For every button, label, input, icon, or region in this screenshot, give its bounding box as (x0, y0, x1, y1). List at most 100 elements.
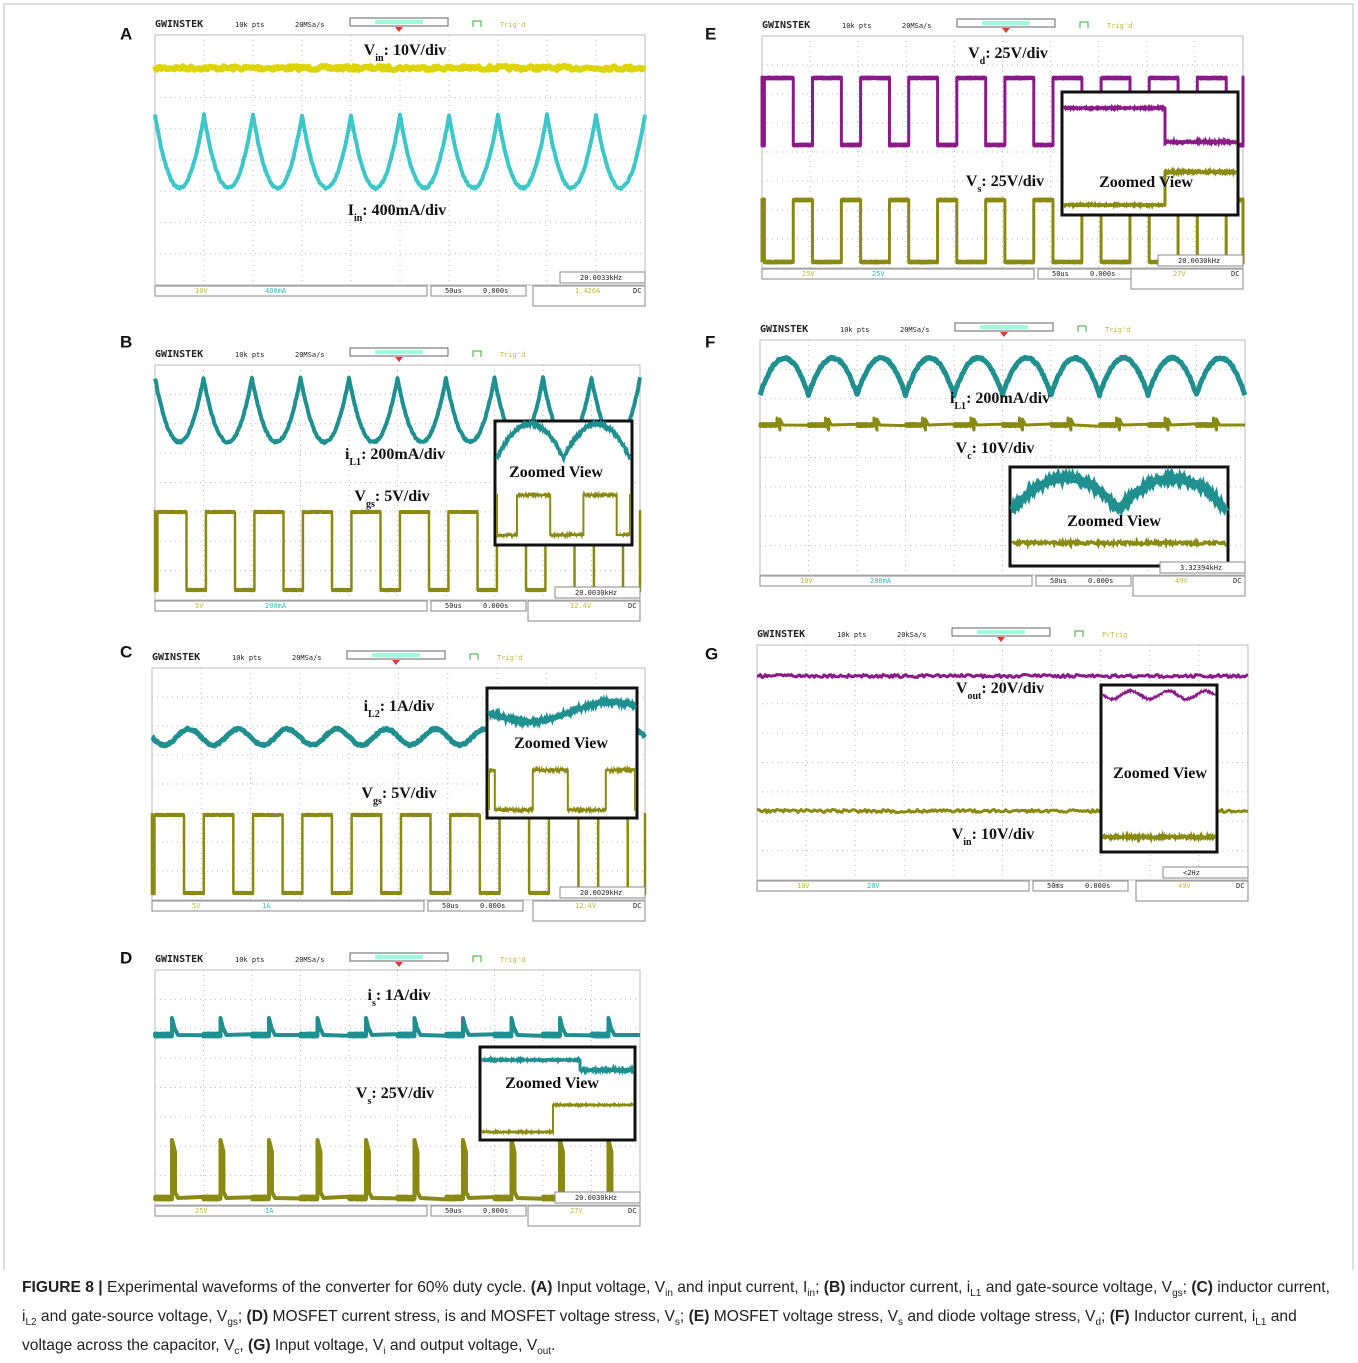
trigger-coupling: DC (633, 287, 641, 295)
time-position: 0.000s (483, 602, 508, 610)
memory-window (982, 21, 1030, 25)
trigger-marker (1000, 332, 1008, 337)
panel-letter: F (705, 332, 715, 351)
zoom-label: Zoomed View (514, 735, 608, 752)
trigger-coupling: DC (628, 1207, 636, 1215)
label-sub: out (967, 691, 982, 702)
time-position: 0.000s (1090, 270, 1115, 278)
label-main: V (968, 45, 980, 62)
trigger-level: 27V (1173, 270, 1186, 278)
caption-text: and output voltage, V (386, 1337, 538, 1354)
time-position: 0.000s (1088, 577, 1113, 585)
trigger-box (1136, 881, 1248, 901)
scope-brand: GWINSTEK (155, 349, 203, 360)
trigger-level: 49V (1175, 577, 1188, 585)
caption-text: Experimental waveforms of the converter … (103, 1279, 531, 1296)
scope-points: 10k pts (235, 351, 265, 359)
page: A GWINSTEK 10k pts 20MSa/s Trig'd Vin : 10V/di… (0, 0, 1358, 1355)
scope-trigger: Trig'd (497, 654, 522, 662)
label-rest: : 400mA/div (362, 202, 446, 219)
scope-panel: BGWINSTEK10k pts20MSa/sTrig'dZoomed View… (120, 332, 640, 621)
trigger-icon (1078, 326, 1086, 332)
label-main: V (956, 680, 968, 697)
label-main: V (952, 826, 964, 843)
label-sub: gs (373, 796, 382, 807)
scope-brand: GWINSTEK (762, 20, 810, 31)
memory-window (977, 630, 1025, 634)
timebase: 50ms (1047, 882, 1064, 890)
scope-points: 10k pts (232, 654, 262, 662)
trigger-box (1131, 269, 1243, 289)
scope-frequency: 20.0030kHz (1178, 257, 1220, 265)
label-rest: : 1A/div (380, 698, 435, 715)
ch1-scale: 10V (800, 577, 813, 585)
scope-trigger: Trig'd (500, 351, 525, 359)
scope-panel: EGWINSTEK10k pts20MSa/sTrig'dZoomed View… (705, 19, 1243, 289)
caption-text: (C) (1191, 1279, 1213, 1296)
label-rest: : 200mA/div (966, 390, 1050, 407)
scope-brand: GWINSTEK (155, 954, 203, 965)
memory-window (375, 20, 423, 24)
caption-text: Inductor current, i (1130, 1308, 1256, 1325)
caption-text: (G) (248, 1337, 271, 1354)
panel-letter: C (120, 642, 132, 661)
scope-brand: GWINSTEK (155, 19, 203, 30)
scope-brand: GWINSTEK (757, 629, 805, 640)
timebase: 50us (445, 287, 462, 295)
scope-frequency: 20.0030kHz (575, 1194, 617, 1202)
scope-frequency: 20.0033kHz (580, 274, 622, 282)
ch2-scale: 1A (262, 902, 271, 910)
memory-window (375, 350, 423, 354)
timebase: 50us (445, 602, 462, 610)
caption-text: in (807, 1288, 815, 1299)
trigger-level: 1.420A (575, 287, 601, 295)
time-position: 0.000s (480, 902, 505, 910)
trigger-level: 27V (570, 1207, 583, 1215)
ch2-scale: 400mA (265, 287, 287, 295)
zoom-label: Zoomed View (505, 1075, 599, 1092)
scope-points: 10k pts (842, 22, 872, 30)
timebase: 50us (445, 1207, 462, 1215)
trigger-marker (997, 637, 1005, 642)
caption-text: inductor current, i (845, 1279, 970, 1296)
zoom-waveform (1103, 836, 1215, 838)
ch1-scale: 25V (195, 1207, 208, 1215)
caption-text: FIGURE 8 | (22, 1279, 103, 1296)
trigger-box (528, 1206, 640, 1226)
trigger-marker (395, 962, 403, 967)
scope-rate: 20MSa/s (295, 956, 325, 964)
panel-letter: B (120, 332, 132, 351)
scope-points: 10k pts (235, 956, 265, 964)
caption-text: L1 (970, 1288, 981, 1299)
caption-text: MOSFET current stress, is and MOSFET vol… (268, 1308, 675, 1325)
caption-text: (A) (531, 1279, 553, 1296)
trigger-coupling: DC (1233, 577, 1241, 585)
scope-frequency: 3.32394kHz (1180, 564, 1222, 572)
caption-text: and input current, I (673, 1279, 807, 1296)
label-rest: : 10V/div (972, 440, 1035, 457)
ch2-scale: 200mA (870, 577, 892, 585)
caption-text: ; (238, 1308, 247, 1325)
memory-window (375, 955, 423, 959)
caption-text: Input voltage, V (271, 1337, 384, 1354)
scope-trigger: Trig'd (1107, 22, 1132, 30)
panel-letter: A (120, 24, 132, 43)
waveform (757, 675, 1248, 678)
trigger-box (1133, 576, 1245, 596)
time-position: 0.000s (483, 287, 508, 295)
label-rest: : 5V/div (375, 488, 430, 505)
label-main: V (364, 42, 376, 59)
scope-panel: GGWINSTEK10k pts20kSa/sPrTrigZoomed View… (705, 628, 1248, 901)
trigger-level: 12.4V (575, 902, 597, 910)
ch1-scale: 10V (195, 287, 208, 295)
ch1-scale: 10V (797, 882, 810, 890)
waveform (155, 66, 645, 70)
scope-frequency: 20.0029kHz (580, 889, 622, 897)
timebase: 50us (442, 902, 459, 910)
caption: FIGURE 8 | Experimental waveforms of the… (22, 1276, 1340, 1363)
memory-window (980, 325, 1028, 329)
caption-text: L2 (25, 1317, 36, 1328)
memory-window (372, 653, 420, 657)
scope-trigger: Trig'd (1105, 326, 1130, 334)
